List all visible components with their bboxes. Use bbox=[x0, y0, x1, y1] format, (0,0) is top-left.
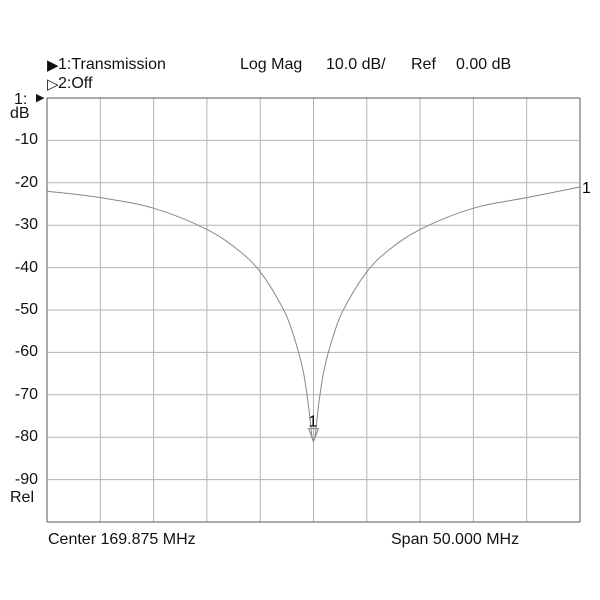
trace-2-inactive-icon: ▷ bbox=[47, 76, 59, 93]
ref-pointer-label: 1: bbox=[14, 91, 28, 108]
trace-1-active-icon: ▶ bbox=[47, 57, 59, 74]
center-frequency-label: Center 169.875 MHz bbox=[48, 531, 196, 548]
ref-label: Ref bbox=[411, 56, 436, 73]
ref-value: 0.00 dB bbox=[456, 56, 512, 73]
y-tick-label: -30 bbox=[14, 216, 38, 234]
y-tick-label: -90 bbox=[14, 470, 38, 488]
scale-label: 10.0 dB/ bbox=[326, 56, 386, 73]
y-tick-label: -70 bbox=[14, 385, 38, 403]
trace-1-end-label: 1 bbox=[582, 180, 591, 197]
trace-1-label[interactable]: 1:Transmission bbox=[58, 56, 166, 73]
rel-label: Rel bbox=[10, 489, 35, 506]
y-tick-label: -50 bbox=[14, 301, 38, 318]
y-tick-label: -40 bbox=[14, 258, 38, 276]
span-label: Span 50.000 MHz bbox=[391, 531, 520, 548]
format-label: Log Mag bbox=[240, 56, 303, 73]
grid-lines bbox=[46, 97, 581, 523]
y-tick-label: -10 bbox=[14, 131, 38, 149]
ref-pointer-arrow-icon: ▶ bbox=[36, 92, 45, 104]
trace-2-label[interactable]: 2:Off bbox=[58, 75, 93, 92]
marker-1-label: 1 bbox=[309, 413, 318, 430]
y-unit-label: dB bbox=[10, 105, 30, 122]
y-tick-label: -80 bbox=[14, 428, 38, 446]
marker-1-triangle bbox=[307, 427, 320, 443]
y-tick-label: -20 bbox=[14, 173, 38, 191]
y-tick-label: -60 bbox=[14, 343, 38, 361]
